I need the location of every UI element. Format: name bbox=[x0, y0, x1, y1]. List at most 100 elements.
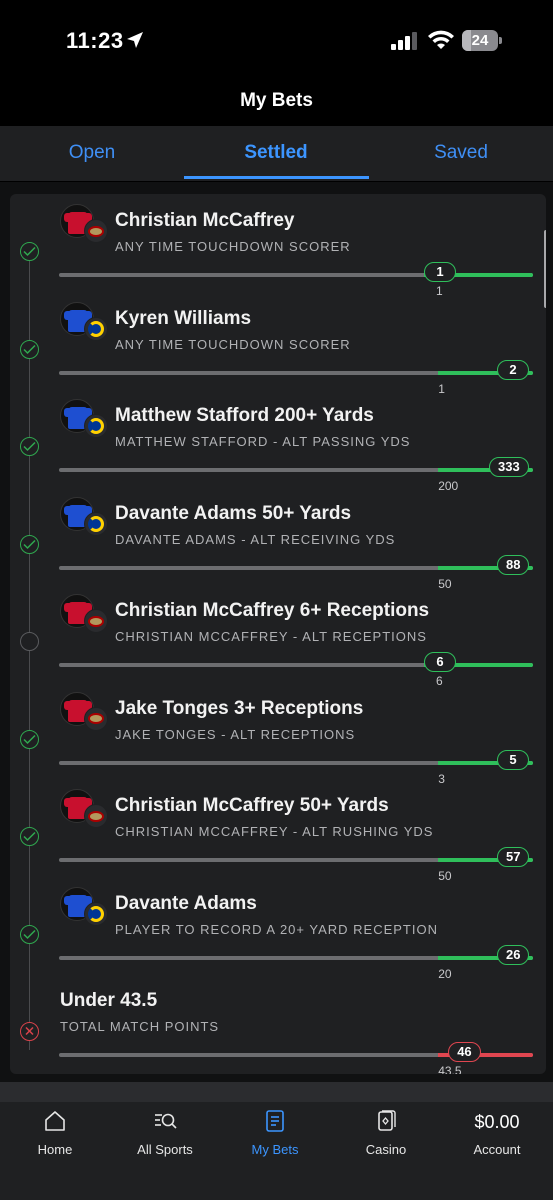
team-logo-49ers-icon bbox=[84, 804, 108, 828]
leg-progress-track bbox=[59, 468, 533, 472]
leg-won-icon bbox=[20, 827, 39, 846]
nav-home[interactable]: Home bbox=[0, 1102, 110, 1172]
player-jersey-avatar bbox=[60, 204, 108, 244]
bet-leg[interactable]: Davante Adams 50+ Yards DAVANTE ADAMS - A… bbox=[10, 487, 546, 591]
parlay-card[interactable]: Christian McCaffrey ANY TIME TOUCHDOWN SC… bbox=[10, 194, 546, 1074]
leg-won-icon bbox=[20, 242, 39, 261]
bet-leg[interactable]: Christian McCaffrey ANY TIME TOUCHDOWN SC… bbox=[10, 194, 546, 298]
leg-line-value: 6 bbox=[435, 674, 443, 688]
nav-casino[interactable]: Casino bbox=[331, 1102, 441, 1172]
leg-market: ANY TIME TOUCHDOWN SCORER bbox=[115, 239, 351, 254]
account-balance: $0.00 bbox=[474, 1112, 520, 1132]
bet-slip-icon bbox=[266, 1110, 284, 1132]
battery-indicator: 24 bbox=[462, 30, 502, 51]
nav-home-label: Home bbox=[37, 1142, 73, 1157]
leg-progress-track bbox=[59, 565, 533, 570]
bet-leg[interactable]: Christian McCaffrey 50+ Yards CHRISTIAN M… bbox=[10, 779, 546, 883]
active-tab-indicator bbox=[184, 176, 369, 179]
leg-title: Matthew Stafford 200+ Yards bbox=[115, 405, 374, 426]
leg-line-value: 20 bbox=[438, 966, 452, 981]
leg-market: PLAYER TO RECORD A 20+ YARD RECEPTION bbox=[115, 921, 438, 937]
player-jersey-avatar bbox=[60, 886, 108, 927]
leg-market: TOTAL MATCH POINTS bbox=[60, 1019, 220, 1034]
leg-title: Christian McCaffrey bbox=[115, 210, 295, 231]
bet-leg[interactable]: Davante Adams PLAYER TO RECORD A 20+ YARD… bbox=[10, 877, 546, 981]
team-logo-rams-icon bbox=[84, 511, 108, 536]
leg-title: Christian McCaffrey 50+ Yards bbox=[115, 795, 389, 816]
leg-line-value: 200 bbox=[438, 479, 459, 493]
nav-my-bets-label: My Bets bbox=[251, 1142, 299, 1157]
tab-open[interactable]: Open bbox=[68, 142, 116, 163]
leg-result-value: 5 bbox=[497, 749, 529, 770]
nav-all-sports[interactable]: All Sports bbox=[110, 1102, 220, 1172]
leg-won-icon bbox=[20, 339, 39, 359]
team-logo-rams-icon bbox=[84, 316, 108, 341]
wifi-icon bbox=[428, 30, 454, 49]
leg-line-value: 1 bbox=[438, 381, 445, 396]
leg-won-icon bbox=[20, 924, 39, 944]
leg-won-icon bbox=[20, 437, 39, 456]
leg-result-value: 2 bbox=[497, 359, 529, 380]
leg-line-value: 50 bbox=[438, 869, 452, 883]
bet-leg[interactable]: Under 43.5 TOTAL MATCH POINTS 43.5 46 bbox=[10, 974, 546, 1074]
leg-line-value: 3 bbox=[438, 771, 445, 786]
leg-pending-icon bbox=[20, 632, 39, 651]
leg-line-value: 1 bbox=[435, 284, 443, 298]
page-title: My Bets bbox=[240, 90, 313, 111]
bet-leg[interactable]: Jake Tonges 3+ Receptions JAKE TONGES - A… bbox=[10, 682, 546, 786]
bet-leg[interactable]: Kyren Williams ANY TIME TOUCHDOWN SCORER 1… bbox=[10, 292, 546, 396]
leg-market: JAKE TONGES - ALT RECEPTIONS bbox=[115, 726, 356, 742]
leg-result-value: 1 bbox=[423, 262, 456, 282]
leg-progress-track bbox=[59, 1053, 533, 1057]
tab-saved[interactable]: Saved bbox=[434, 142, 488, 163]
leg-market: CHRISTIAN MCCAFFREY - ALT RUSHING YDS bbox=[115, 824, 434, 839]
leg-title: Davante Adams bbox=[115, 892, 257, 914]
leg-title: Under 43.5 bbox=[60, 990, 158, 1011]
leg-title: Kyren Williams bbox=[115, 307, 252, 329]
nav-casino-label: Casino bbox=[365, 1142, 407, 1157]
leg-progress-track bbox=[59, 858, 533, 862]
player-jersey-avatar bbox=[60, 399, 108, 439]
leg-won-icon bbox=[20, 729, 39, 749]
team-logo-49ers-icon bbox=[84, 609, 108, 633]
team-logo-49ers-icon bbox=[84, 706, 108, 731]
leg-market: DAVANTE ADAMS - ALT RECEIVING YDS bbox=[115, 531, 396, 547]
tab-settled[interactable]: Settled bbox=[244, 142, 308, 163]
nav-my-bets[interactable]: My Bets bbox=[220, 1102, 330, 1172]
home-icon bbox=[45, 1111, 65, 1131]
bet-leg[interactable]: Matthew Stafford 200+ Yards MATTHEW STAFF… bbox=[10, 389, 546, 493]
player-jersey-avatar bbox=[60, 301, 108, 342]
player-jersey-avatar bbox=[60, 691, 108, 732]
leg-progress-track bbox=[59, 663, 533, 667]
cards-icon bbox=[378, 1110, 396, 1131]
player-jersey-avatar bbox=[60, 594, 108, 634]
leg-progress-track bbox=[59, 273, 533, 277]
scrollbar[interactable] bbox=[544, 230, 546, 308]
bet-content: Christian McCaffrey ANY TIME TOUCHDOWN SC… bbox=[0, 182, 553, 1082]
status-bar: 11:23 24 bbox=[0, 0, 553, 80]
search-icon bbox=[155, 1113, 177, 1129]
nav-account-label: Account bbox=[473, 1142, 521, 1157]
status-time: 11:23 bbox=[66, 28, 124, 53]
app-header: My Bets bbox=[0, 80, 553, 126]
leg-result-value: 26 bbox=[497, 944, 530, 965]
leg-lost-icon bbox=[20, 1022, 39, 1041]
bets-tabs: Open Settled Saved bbox=[0, 126, 553, 181]
leg-line-value: 43.5 bbox=[438, 1064, 462, 1074]
battery-level: 24 bbox=[471, 32, 489, 49]
leg-market: MATTHEW STAFFORD - ALT PASSING YDS bbox=[115, 434, 411, 449]
cellular-signal-icon bbox=[391, 32, 417, 50]
bet-summary-strip bbox=[0, 1082, 553, 1102]
location-arrow-icon bbox=[127, 32, 143, 48]
leg-title: Davante Adams 50+ Yards bbox=[115, 502, 352, 524]
player-jersey-avatar bbox=[60, 789, 108, 829]
team-logo-rams-icon bbox=[84, 414, 108, 438]
nav-account[interactable]: $0.00 Account bbox=[442, 1102, 552, 1172]
leg-market: CHRISTIAN MCCAFFREY - ALT RECEPTIONS bbox=[115, 629, 427, 644]
bottom-navigation: Home All Sports My Bets Casino $0.00 Acc… bbox=[0, 1102, 553, 1200]
nav-all-sports-label: All Sports bbox=[137, 1142, 193, 1157]
leg-result-value: 333 bbox=[489, 457, 529, 477]
player-jersey-avatar bbox=[60, 496, 108, 537]
bet-leg[interactable]: Christian McCaffrey 6+ Receptions CHRISTI… bbox=[10, 584, 546, 688]
leg-result-value: 88 bbox=[497, 554, 530, 575]
